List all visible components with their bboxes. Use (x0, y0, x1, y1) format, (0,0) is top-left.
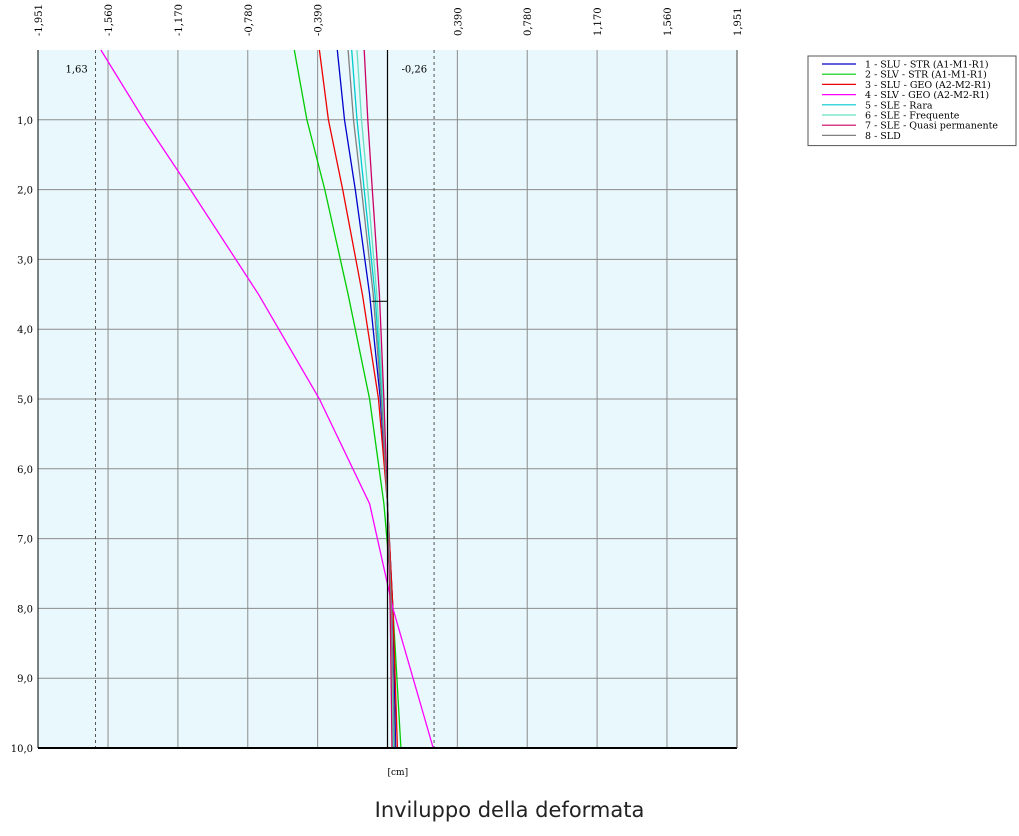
legend-entry-8: 8 - SLD (865, 131, 901, 142)
series-line-3 (318, 49, 399, 749)
legend-entry-4: 4 - SLV - GEO (A2-M2-R1) (865, 90, 989, 101)
x-axis-unit-label: [cm] (388, 768, 409, 778)
legend: 1 - SLU - STR (A1-M1-R1)2 - SLV - STR (A… (807, 55, 1017, 147)
y-tick-label-6: 7,0 (17, 535, 33, 546)
x-tick-label-4: -0,390 (314, 4, 325, 36)
x-tick-label-6: 0,780 (523, 7, 534, 36)
legend-entry-7: 7 - SLE - Quasi permanente (865, 121, 998, 132)
y-tick-label-5: 6,0 (17, 465, 33, 476)
legend-entry-6: 6 - SLE - Frequente (865, 111, 960, 122)
legend-entry-2: 2 - SLV - STR (A1-M1-R1) (865, 70, 987, 81)
series-line-7 (363, 49, 393, 749)
x-tick-label-3: -0,780 (244, 4, 255, 36)
x-tick-label-8: 1,560 (663, 7, 674, 36)
figure-caption: Inviluppo della deformata (374, 798, 645, 822)
y-tick-label-1: 2,0 (17, 186, 33, 197)
y-tick-label-2: 3,0 (17, 255, 33, 266)
y-tick-label-0: 1,0 (17, 116, 33, 127)
y-tick-label-3: 4,0 (17, 325, 33, 336)
series-line-4 (100, 49, 434, 749)
legend-entry-5: 5 - SLE - Rara (865, 100, 933, 111)
y-tick-label-7: 8,0 (17, 604, 33, 615)
x-tick-label-7: 1,170 (593, 7, 604, 36)
y-tick-label-8: 9,0 (17, 674, 33, 685)
deformation-envelope-chart: -1,951 -1,560 -1,170 -0,780 -0,390 0,390 0,780… (11, 4, 1017, 778)
legend-box (807, 55, 1017, 147)
x-tick-label-9: 1,951 (733, 7, 744, 36)
y-tick-label-4: 5,0 (17, 395, 33, 406)
x-tick-label-5: 0,390 (453, 7, 464, 36)
x-tick-label-2: -1,170 (174, 4, 185, 36)
series-line-8 (347, 49, 396, 749)
legend-entry-1: 1 - SLU - STR (A1-M1-R1) (865, 60, 989, 71)
x-tick-label-0: -1,951 (34, 4, 45, 36)
annotation-left-envelope: 1,63 (66, 64, 88, 75)
x-tick-label-1: -1,560 (104, 4, 115, 36)
y-tick-label-9: 10,0 (11, 744, 33, 755)
annotation-right-envelope: -0,26 (402, 64, 428, 75)
legend-entry-3: 3 - SLU - GEO (A2-M2-R1) (865, 80, 991, 91)
